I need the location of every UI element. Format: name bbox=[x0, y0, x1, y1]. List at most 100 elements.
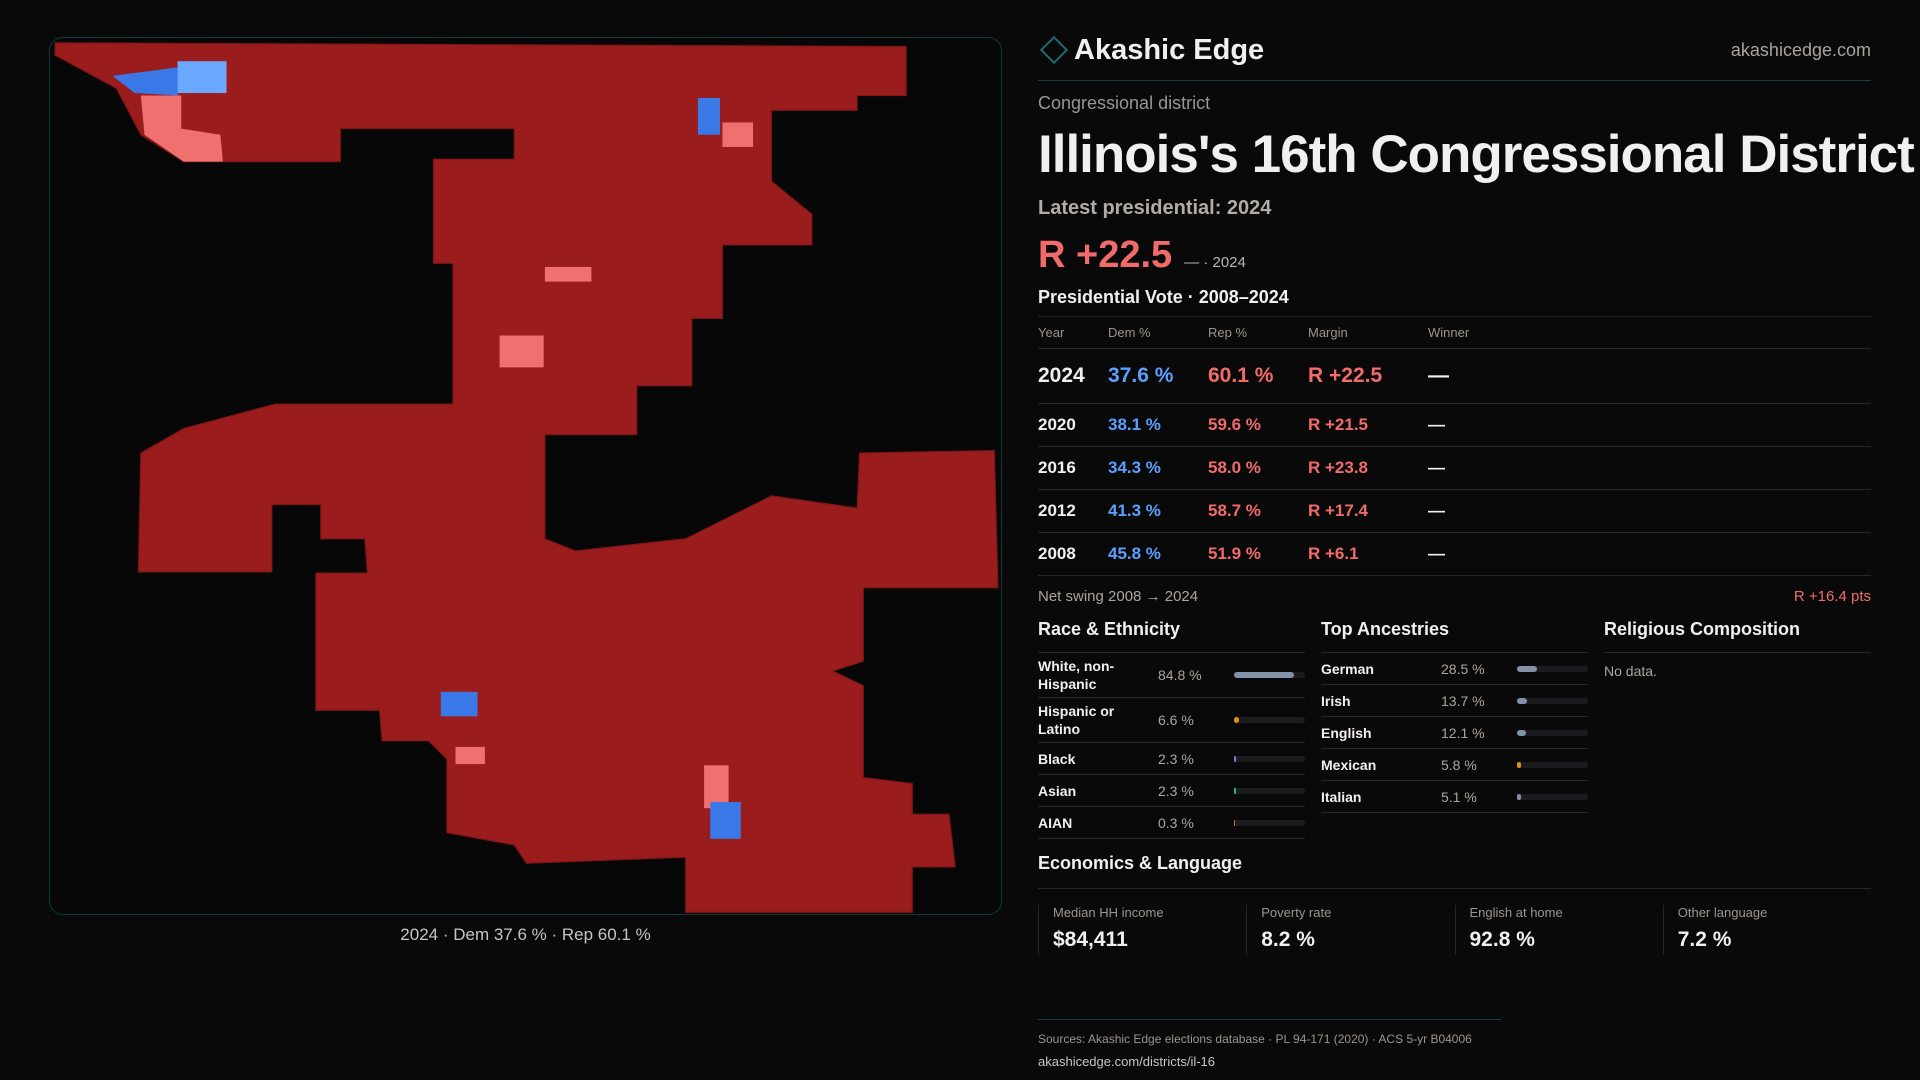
cell-winner: — bbox=[1428, 532, 1871, 576]
share-bar bbox=[1234, 819, 1305, 826]
district-panel: Akashic Edge akashicedge.com Congression… bbox=[1038, 30, 1915, 1069]
economics-heading: Economics & Language bbox=[1038, 853, 1243, 873]
cell-dem: 34.3 % bbox=[1108, 446, 1208, 490]
cell-year: 2020 bbox=[1038, 403, 1108, 447]
map-caption: 2024 · Dem 37.6 % · Rep 60.1 % bbox=[400, 925, 651, 944]
cell-dem: 41.3 % bbox=[1108, 489, 1208, 533]
district-url[interactable]: akashicedge.com/districts/il-16 bbox=[1038, 1054, 1216, 1069]
race-section: Race & Ethnicity White, non-Hispanic 84.8… bbox=[1038, 619, 1305, 839]
share-bar bbox=[1234, 717, 1305, 723]
stat-value: $84,411 bbox=[1053, 928, 1128, 951]
stat-value: 92.8 % bbox=[1469, 928, 1535, 951]
col-dem: Dem % bbox=[1108, 316, 1208, 349]
stat-value: 7.2 % bbox=[1677, 928, 1732, 951]
economics-stats: Median HH income $84,411 Poverty rate 8.2 %… bbox=[1038, 888, 1871, 955]
ancestry-row: Mexican 5.8 % bbox=[1321, 749, 1588, 781]
col-winner: Winner bbox=[1428, 316, 1871, 349]
row-percent: 28.5 % bbox=[1441, 660, 1485, 677]
cell-margin: R +17.4 bbox=[1308, 489, 1428, 533]
econ-stat: Poverty rate 8.2 % bbox=[1246, 905, 1454, 955]
share-bar bbox=[1517, 793, 1588, 800]
econ-stat: Other language 7.2 % bbox=[1662, 905, 1871, 955]
cell-rep: 58.0 % bbox=[1208, 446, 1308, 490]
econ-stat: Median HH income $84,411 bbox=[1038, 905, 1246, 955]
ancestry-row: English 12.1 % bbox=[1321, 717, 1588, 749]
row-percent: 84.8 % bbox=[1158, 667, 1202, 683]
race-row: AIAN 0.3 % bbox=[1038, 807, 1305, 839]
share-bar-fill bbox=[1517, 729, 1526, 736]
race-row: Asian 2.3 % bbox=[1038, 775, 1305, 807]
share-bar-fill bbox=[1234, 787, 1236, 794]
cell-dem: 38.1 % bbox=[1108, 403, 1208, 447]
cell-rep: 59.6 % bbox=[1208, 403, 1308, 447]
vote-row: 2016 34.3 % 58.0 % R +23.8— bbox=[1038, 446, 1871, 490]
share-bar-fill bbox=[1234, 819, 1236, 826]
cell-dem: 37.6 % bbox=[1108, 348, 1208, 404]
district-map[interactable] bbox=[49, 37, 1002, 915]
cell-winner: — bbox=[1428, 446, 1871, 490]
cell-rep: 60.1 % bbox=[1208, 348, 1308, 404]
swing-label: Net swing 2008 → 2024 bbox=[1038, 588, 1199, 605]
row-label: Asian bbox=[1038, 782, 1077, 799]
vote-row: 2020 38.1 % 59.6 % R +21.5— bbox=[1038, 403, 1871, 447]
stat-label: English at home bbox=[1469, 905, 1563, 920]
share-bar-fill bbox=[1234, 755, 1236, 762]
row-label: German bbox=[1321, 660, 1374, 677]
cell-year: 2024 bbox=[1038, 348, 1108, 404]
col-rep: Rep % bbox=[1208, 316, 1308, 349]
row-label: Irish bbox=[1321, 692, 1351, 709]
share-bar-fill bbox=[1234, 717, 1239, 723]
share-bar bbox=[1234, 672, 1305, 678]
col-year: Year bbox=[1038, 316, 1108, 349]
footer-divider bbox=[1038, 1019, 1501, 1020]
cell-year: 2008 bbox=[1038, 532, 1108, 576]
cell-margin: R +23.8 bbox=[1308, 446, 1428, 490]
cell-margin: R +6.1 bbox=[1308, 532, 1428, 576]
vote-row: 2012 41.3 % 58.7 % R +17.4— bbox=[1038, 489, 1871, 533]
share-bar-fill bbox=[1517, 761, 1522, 768]
vote-heading: Presidential Vote · 2008–2024 bbox=[1038, 287, 1289, 307]
row-percent: 13.7 % bbox=[1441, 692, 1485, 709]
latest-margin: R +22.5 bbox=[1038, 234, 1173, 276]
religion-note: No data. bbox=[1604, 663, 1657, 679]
cell-rep: 58.7 % bbox=[1208, 489, 1308, 533]
net-swing: Net swing 2008 → 2024 R +16.4 pts bbox=[1038, 588, 1871, 605]
row-label: AIAN bbox=[1038, 814, 1073, 831]
stat-label: Median HH income bbox=[1053, 905, 1164, 920]
religion-section: Religious Composition No data. bbox=[1604, 619, 1871, 839]
row-percent: 2.3 % bbox=[1158, 782, 1194, 799]
race-heading: Race & Ethnicity bbox=[1038, 619, 1305, 653]
cell-margin: R +21.5 bbox=[1308, 403, 1428, 447]
ancestry-row: Irish 13.7 % bbox=[1321, 685, 1588, 717]
swing-value: R +16.4 pts bbox=[1793, 588, 1871, 605]
share-bar bbox=[1517, 729, 1588, 736]
stat-label: Poverty rate bbox=[1261, 905, 1332, 920]
share-bar bbox=[1234, 787, 1305, 794]
row-label: Italian bbox=[1321, 788, 1362, 805]
cell-dem: 45.8 % bbox=[1108, 532, 1208, 576]
race-row: Hispanic or Latino 6.6 % bbox=[1038, 698, 1305, 743]
share-bar-fill bbox=[1517, 665, 1538, 672]
page-title: Illinois's 16th Congressional District bbox=[1038, 125, 1915, 184]
row-label: English bbox=[1321, 724, 1372, 741]
row-label: Black bbox=[1038, 750, 1076, 767]
row-percent: 2.3 % bbox=[1158, 750, 1194, 767]
sources: Sources: Akashic Edge elections database… bbox=[1038, 1032, 1472, 1046]
header: Akashic Edge akashicedge.com bbox=[1038, 30, 1871, 70]
site-link[interactable]: akashicedge.com bbox=[1730, 39, 1871, 60]
row-percent: 12.1 % bbox=[1441, 724, 1485, 741]
share-bar-fill bbox=[1234, 672, 1295, 678]
row-percent: 5.8 % bbox=[1441, 756, 1477, 773]
row-label: Mexican bbox=[1321, 756, 1377, 773]
share-bar bbox=[1517, 761, 1588, 768]
row-percent: 0.3 % bbox=[1158, 814, 1194, 831]
religion-heading: Religious Composition bbox=[1604, 619, 1871, 653]
ancestry-row: German 28.5 % bbox=[1321, 653, 1588, 685]
share-bar-fill bbox=[1517, 793, 1521, 800]
row-percent: 6.6 % bbox=[1158, 712, 1194, 728]
kicker: Congressional district bbox=[1038, 93, 1211, 113]
cell-winner: — bbox=[1428, 403, 1871, 447]
brand-name: Akashic Edge bbox=[1074, 33, 1265, 66]
ancestry-row: Italian 5.1 % bbox=[1321, 781, 1588, 813]
share-bar bbox=[1517, 697, 1588, 704]
